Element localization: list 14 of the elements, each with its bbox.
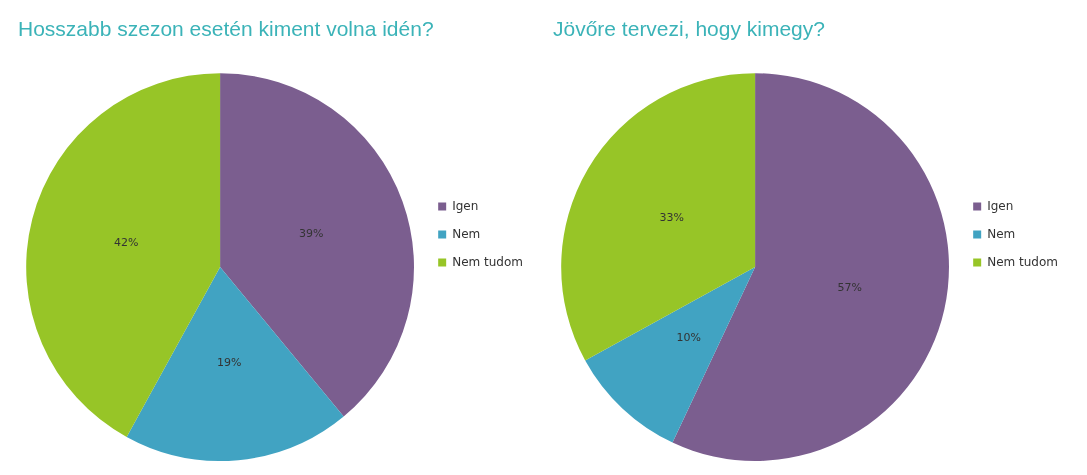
legend-label: Igen xyxy=(452,198,479,213)
legend-label: Nem tudom xyxy=(987,254,1059,269)
legend-label: Nem tudom xyxy=(452,254,524,269)
data-label: 10% xyxy=(676,330,701,344)
data-label: 57% xyxy=(837,281,862,295)
data-label: 39% xyxy=(299,227,324,241)
data-label: 19% xyxy=(216,356,242,370)
data-label: 33% xyxy=(659,210,684,224)
chart-title: Hosszabb szezon esetén kiment volna idén? xyxy=(18,17,434,41)
legend-label: Nem xyxy=(452,226,481,241)
data-label: 42% xyxy=(113,235,139,249)
legend-label: Igen xyxy=(987,198,1014,213)
legend-label: Nem xyxy=(987,226,1016,241)
chart-title: Jövőre tervezi, hogy kimegy? xyxy=(553,17,825,41)
